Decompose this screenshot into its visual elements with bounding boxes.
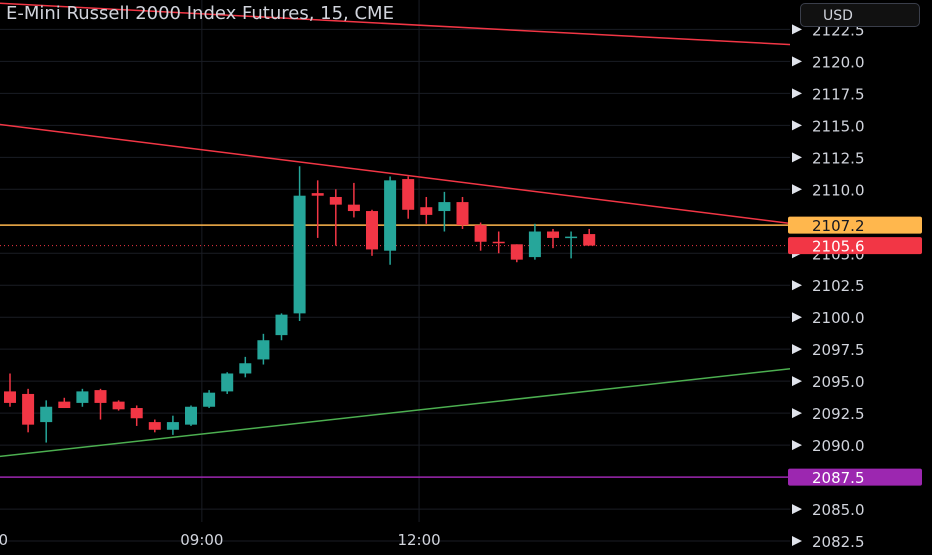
candle-body[interactable] [239, 363, 252, 374]
candle-body[interactable] [76, 391, 89, 403]
candle-body[interactable] [456, 202, 469, 226]
price-arrow-marker [792, 536, 802, 547]
price-axis-label: 2102.5 [812, 277, 865, 295]
candle-body[interactable] [130, 408, 143, 419]
upper-resistance-trendline[interactable] [0, 2, 794, 46]
price-axis-label: 2115.0 [812, 117, 865, 135]
candle-body[interactable] [112, 401, 125, 410]
price-axis-label: 2082.5 [812, 533, 865, 550]
candle-body[interactable] [347, 204, 360, 212]
price-axis-label: 2092.5 [812, 405, 865, 423]
candle-body[interactable] [438, 202, 451, 212]
time-axis-label: 12:00 [397, 531, 440, 549]
price-tag-label: 2087.5 [812, 469, 865, 487]
candle-body[interactable] [565, 236, 578, 239]
price-axis-label: 2095.0 [812, 373, 865, 391]
price-tag-purple[interactable] [788, 468, 922, 486]
time-axis-label: 06:00 [0, 531, 8, 549]
price-arrow-marker [792, 504, 802, 515]
price-arrow-marker [792, 312, 802, 323]
chart-title: E-Mini Russell 2000 Index Futures, 15, C… [6, 3, 394, 24]
candle-body[interactable] [148, 422, 161, 430]
price-arrow-marker [792, 88, 802, 99]
price-arrow-marker [792, 440, 802, 451]
price-tag-label: 2105.6 [812, 238, 865, 256]
price-axis-label: 2110.0 [812, 181, 865, 199]
candle-body[interactable] [94, 390, 107, 403]
candle-body[interactable] [583, 234, 596, 246]
price-axis-label: 2097.5 [812, 341, 865, 359]
price-arrow-marker [792, 280, 802, 291]
candle-body[interactable] [22, 393, 35, 425]
candle-body[interactable] [528, 231, 541, 258]
price-tag-last[interactable] [788, 237, 922, 255]
price-arrow-marker [792, 184, 802, 195]
candle-body[interactable] [366, 211, 378, 250]
candle-body[interactable] [384, 180, 397, 251]
price-axis-label: 2085.0 [812, 501, 865, 519]
candle-body[interactable] [257, 340, 270, 360]
candle-body[interactable] [203, 392, 216, 407]
candle-body[interactable] [510, 244, 523, 260]
price-arrow-marker [792, 408, 802, 419]
candle-body[interactable] [293, 195, 306, 314]
price-axis-label: 2117.5 [812, 85, 865, 103]
currency-button[interactable]: USD [800, 3, 920, 27]
price-axis-label: 2100.0 [812, 309, 865, 327]
candle-body[interactable] [547, 231, 559, 238]
price-arrow-marker [792, 376, 802, 387]
candle-body[interactable] [40, 406, 53, 423]
candle-body[interactable] [474, 225, 487, 242]
price-axis-label: 2090.0 [812, 437, 865, 455]
candle-body[interactable] [166, 422, 179, 430]
candle-body[interactable] [420, 207, 433, 215]
price-axis-label: 2112.5 [812, 149, 865, 167]
candle-body[interactable] [275, 314, 288, 336]
lower-resistance-trendline[interactable] [0, 123, 794, 225]
price-axis [790, 0, 932, 550]
time-axis-label: 09:00 [180, 531, 223, 549]
support-trendline[interactable] [0, 367, 794, 458]
price-tag-label: 2107.2 [812, 217, 865, 235]
candle-body[interactable] [185, 406, 197, 425]
candle-body[interactable] [329, 196, 342, 205]
price-arrow-marker [792, 344, 802, 355]
price-arrow-marker [792, 152, 802, 163]
candle-body[interactable] [58, 401, 71, 409]
price-axis-label: 2120.0 [812, 53, 865, 71]
candle-body[interactable] [402, 179, 415, 210]
price-arrow-marker [792, 56, 802, 67]
candle-body[interactable] [492, 241, 505, 244]
candle-body[interactable] [4, 391, 16, 403]
candle-body[interactable] [221, 373, 234, 392]
candle-body[interactable] [311, 193, 324, 196]
price-tag-orange[interactable] [788, 216, 922, 234]
price-arrow-marker [792, 24, 802, 35]
price-arrow-marker [792, 120, 802, 131]
